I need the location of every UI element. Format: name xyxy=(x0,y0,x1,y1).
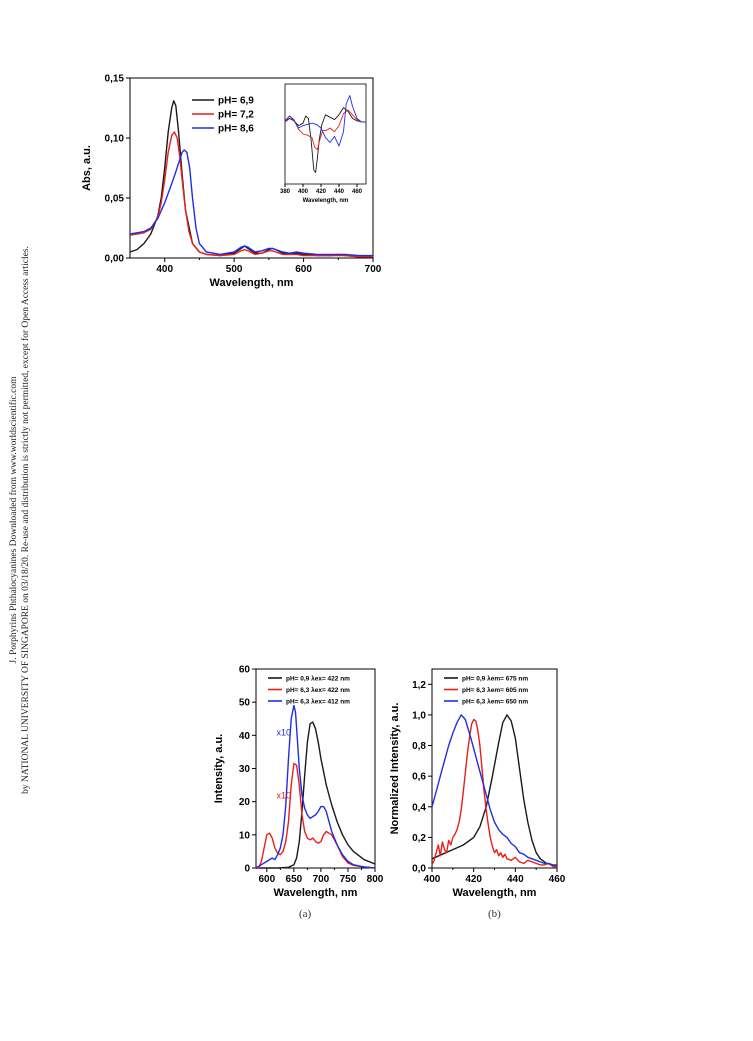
x-tick-label: 400 xyxy=(424,874,441,885)
x-tick-label: 380 xyxy=(280,189,291,195)
legend-label-3: pH= 6,3 λem= 650 nm xyxy=(462,697,528,705)
series-line-3 xyxy=(129,149,373,257)
x-tick-label: 600 xyxy=(295,264,312,275)
x-tick-label: 400 xyxy=(156,264,173,275)
y-tick-label: 10 xyxy=(239,830,251,841)
y-axis-label: Intensity, a.u. xyxy=(213,734,225,803)
y-tick-label: 20 xyxy=(239,797,251,808)
x-tick-label: 700 xyxy=(365,264,382,275)
series-line-2 xyxy=(431,718,557,868)
series-line-3 xyxy=(255,704,376,869)
y-tick-label: 40 xyxy=(239,731,251,742)
x-tick-label: 650 xyxy=(286,874,303,885)
legend-label-3: pH= 6,3 λex= 412 nm xyxy=(286,697,350,705)
y-tick-label: 1,0 xyxy=(412,710,426,721)
legend-label-2: pH= 6,3 λem= 605 nm xyxy=(462,686,528,694)
x-axis-label: Wavelength, nm xyxy=(453,887,537,899)
series-line-1 xyxy=(129,100,373,258)
excitation-plot-b: 400 420 440 460 0,0 0,2 0,4 0,6 0,8 1,0 1,2 Wavelen… xyxy=(389,668,566,899)
y-tick-label: 0,4 xyxy=(412,802,426,813)
y-tick-label: 60 xyxy=(239,665,251,676)
y-tick-label: 30 xyxy=(239,764,251,775)
series-line-1 xyxy=(256,721,376,869)
y-axis-label: Abs, a.u. xyxy=(81,145,93,191)
caption-b: (b) xyxy=(488,908,501,920)
series-line-2 xyxy=(284,109,366,151)
y-tick-label: 0,2 xyxy=(412,833,426,844)
x-axis-label: Wavelength, nm xyxy=(210,277,294,289)
plot-frame xyxy=(284,83,367,185)
x-tick-label: 600 xyxy=(258,874,275,885)
x-tick-label: 400 xyxy=(298,189,309,195)
y-tick-label: 0,0 xyxy=(412,864,426,875)
series-line-3 xyxy=(431,714,557,866)
x-tick-label: 800 xyxy=(367,874,384,885)
x-tick-label: 700 xyxy=(313,874,330,885)
legend-label-1: pH= 0,9 λex= 422 nm xyxy=(286,674,350,682)
emission-plot-a: 600 650 700 750 800 0 10 20 30 40 50 60 Wavelength, … xyxy=(213,665,384,900)
x-tick-label: 440 xyxy=(334,189,345,195)
y-tick-label: 1,2 xyxy=(412,680,426,691)
y-tick-label: 0,8 xyxy=(412,741,426,752)
caption-a: (a) xyxy=(299,908,312,920)
y-tick-label: 50 xyxy=(239,698,251,709)
y-tick-label: 0,00 xyxy=(105,254,125,265)
y-tick-label: 0,15 xyxy=(105,74,125,85)
legend-label-2: pH= 6,3 λex= 422 nm xyxy=(286,686,350,694)
x-axis-label: Wavelength, nm xyxy=(303,198,349,204)
x-tick-label: 460 xyxy=(549,874,566,885)
series-line-1 xyxy=(284,107,366,173)
y-tick-label: 0,6 xyxy=(412,772,426,783)
x-axis-label: Wavelength, nm xyxy=(274,887,358,899)
x-tick-label: 440 xyxy=(507,874,524,885)
y-tick-label: 0 xyxy=(244,864,250,875)
annotation-2: x10 xyxy=(277,790,292,800)
annotation-1: x10 xyxy=(277,727,292,737)
plot-frame xyxy=(129,77,374,259)
series-line-2 xyxy=(256,762,376,869)
y-axis-label: Normalized Intensity, a.u. xyxy=(389,703,401,835)
legend-label-1: pH= 6,9 xyxy=(218,96,254,107)
y-tick-label: 0,05 xyxy=(105,194,125,205)
legend-label-2: pH= 7,2 xyxy=(218,110,254,121)
x-tick-label: 460 xyxy=(352,189,363,195)
y-tick-label: 0,10 xyxy=(105,134,125,145)
absorbance-plot: 400 500 600 700 0,00 0,05 0,10 0,15 Wavelength, … xyxy=(81,74,382,290)
legend-label-1: pH= 0,9 λem= 675 nm xyxy=(462,674,528,682)
x-tick-label: 500 xyxy=(226,264,243,275)
series-line-3 xyxy=(284,95,366,147)
legend-label-3: pH= 8,6 xyxy=(218,124,254,135)
x-tick-label: 420 xyxy=(316,189,327,195)
series-line-1 xyxy=(431,714,558,868)
series-line-2 xyxy=(129,131,373,258)
x-tick-label: 750 xyxy=(340,874,357,885)
x-tick-label: 420 xyxy=(465,874,482,885)
